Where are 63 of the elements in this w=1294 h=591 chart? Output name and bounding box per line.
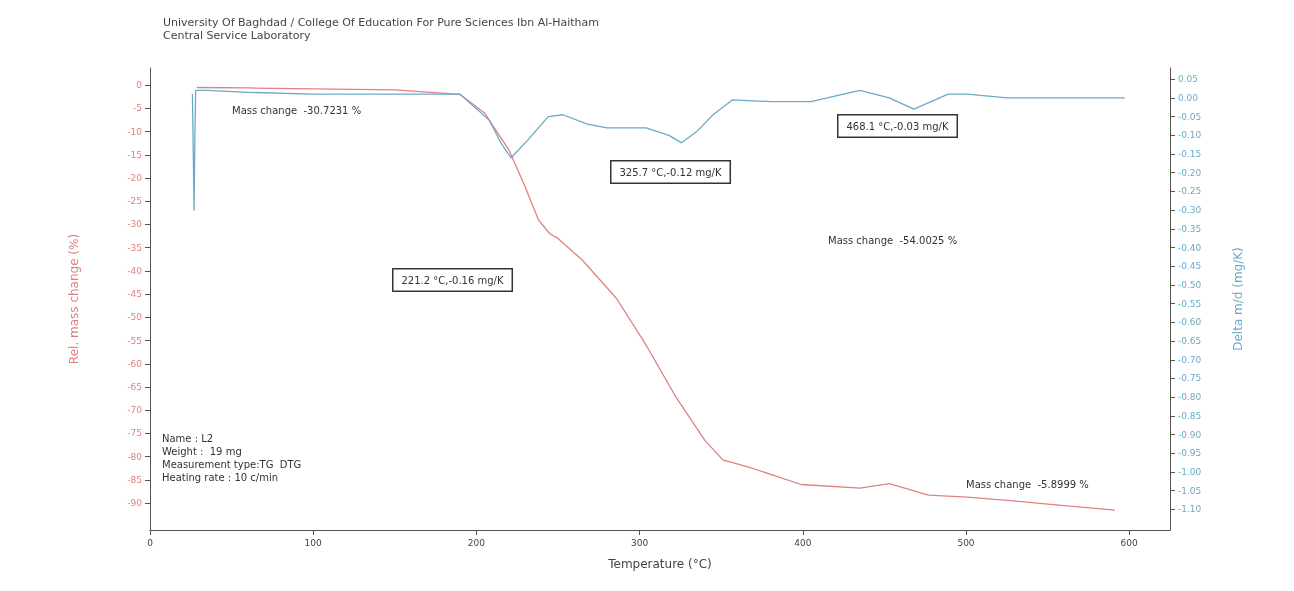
y2-tick-label: -0.45 <box>1178 261 1202 272</box>
x-tick-label: 100 <box>304 537 323 548</box>
y-tick-label: -85 <box>127 474 142 485</box>
y-tick-label: -15 <box>127 149 142 160</box>
annotation: Mass change -5.8999 % <box>966 479 1089 490</box>
annotation: 325.7 °C,-0.12 mg/K <box>619 166 722 178</box>
y-tick-label: -55 <box>127 335 142 346</box>
y-tick-label: -5 <box>133 103 142 114</box>
y-tick-label: -75 <box>127 428 142 439</box>
x-tick-label: 300 <box>631 537 649 548</box>
y2-tick-label: -0.25 <box>1178 186 1202 197</box>
y-tick-label: -25 <box>127 196 142 207</box>
y2-tick-label: -0.05 <box>1178 111 1202 122</box>
y-tick-label: 0 <box>136 80 143 91</box>
y2-tick-label: -0.60 <box>1178 317 1202 328</box>
y-tick-label: -80 <box>127 451 143 462</box>
y-tick-label: -65 <box>127 381 142 392</box>
y-tick-label: -45 <box>127 289 142 300</box>
chart-subtitle: Central Service Laboratory <box>163 29 312 42</box>
y2-tick-label: -0.65 <box>1178 336 1202 347</box>
y2-axis-title: Delta m/d (mg/K) <box>1231 247 1245 351</box>
y-tick-label: -35 <box>127 242 142 253</box>
x-tick-label: 400 <box>794 537 812 548</box>
y2-tick-label: 0.05 <box>1178 74 1199 85</box>
annotation: Mass change -30.7231 % <box>232 105 362 116</box>
y2-tick-label: -1.00 <box>1178 467 1202 478</box>
x-tick-label: 0 <box>147 537 154 548</box>
y-tick-label: -70 <box>127 405 143 416</box>
y2-tick-label: -0.15 <box>1178 149 1202 160</box>
y2-tick-label: -0.10 <box>1178 130 1202 141</box>
y-tick-label: -10 <box>127 126 143 137</box>
y-tick-label: -90 <box>127 498 143 509</box>
y-tick-label: -30 <box>127 219 143 230</box>
y2-tick-label: -0.40 <box>1178 242 1202 253</box>
y-axis-title: Rel. mass change (%) <box>67 233 81 365</box>
annotation: 221.2 °C,-0.16 mg/K <box>401 274 504 286</box>
x-tick-label: 500 <box>957 537 975 548</box>
y2-tick-label: -0.35 <box>1178 223 1202 234</box>
annotation: Mass change -54.0025 % <box>828 235 958 246</box>
y-tick-label: -40 <box>127 265 143 276</box>
line-series <box>191 89 1125 211</box>
annotation: Name : L2 Weight : 19 mg Measurement type:TG DTG Heating rate : 10 c/min <box>162 433 302 483</box>
y-tick-label: -20 <box>127 173 143 184</box>
y-tick-label: -50 <box>127 312 143 323</box>
y2-tick-label: -0.75 <box>1178 373 1202 384</box>
y2-tick-label: -0.90 <box>1178 429 1202 440</box>
y2-tick-label: -0.20 <box>1178 167 1202 178</box>
y2-tick-label: -1.10 <box>1178 504 1202 515</box>
y2-tick-label: -0.85 <box>1178 410 1202 421</box>
x-axis-title: Temperature (°C) <box>607 557 712 571</box>
y2-tick-label: -0.95 <box>1178 448 1202 459</box>
y2-tick-label: -1.05 <box>1178 485 1202 496</box>
annotation: 468.1 °C,-0.03 mg/K <box>846 120 949 132</box>
x-tick-label: 600 <box>1120 537 1139 548</box>
chart-title: University Of Baghdad / College Of Education For Pure Sciences Ibn Al-Haitham <box>163 16 600 29</box>
y2-tick-label: -0.70 <box>1178 354 1202 365</box>
y-tick-label: -60 <box>127 358 143 369</box>
y2-tick-label: -0.55 <box>1178 298 1202 309</box>
y2-tick-label: 0.00 <box>1178 92 1199 103</box>
y2-tick-label: -0.30 <box>1178 205 1202 216</box>
x-tick-label: 200 <box>467 537 486 548</box>
y2-tick-label: -0.80 <box>1178 392 1202 403</box>
y2-tick-label: -0.50 <box>1178 279 1202 290</box>
